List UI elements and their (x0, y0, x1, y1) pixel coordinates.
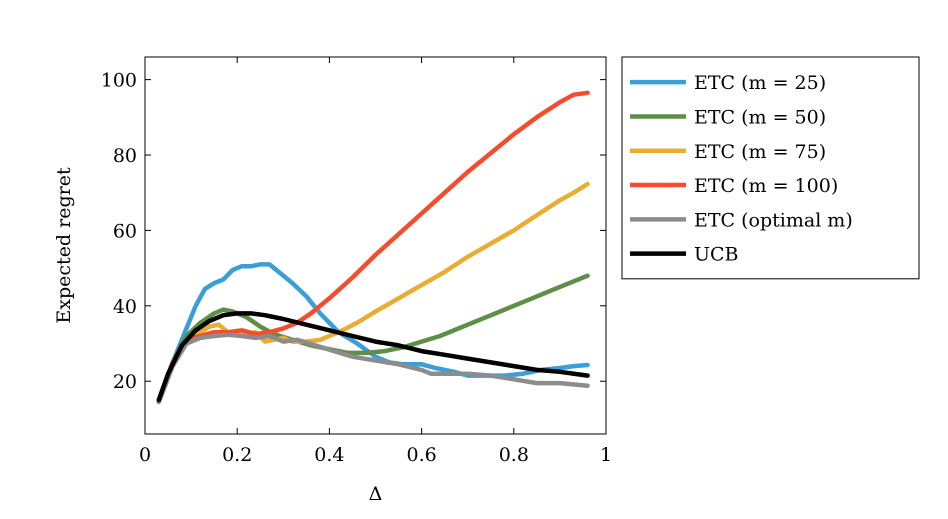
series-layer (156, 90, 590, 405)
legend-label-4: ETC (optimal m) (694, 209, 853, 231)
x-tick-label: 1 (600, 444, 612, 466)
x-axis-label: Δ (369, 483, 383, 505)
plot-frame (144, 56, 607, 435)
x-tick-label: 0.4 (314, 444, 344, 466)
legend: ETC (m = 25) ETC (m = 50) ETC (m = 75) ETC … (621, 56, 920, 280)
series-line-3 (156, 90, 590, 403)
y-tick-label: 40 (113, 296, 137, 318)
legend-entries: ETC (m = 25) ETC (m = 50) ETC (m = 75) ETC … (630, 72, 853, 266)
x-tick-label: 0.8 (499, 444, 529, 466)
y-ticks: 20 40 60 80 100 (101, 70, 606, 393)
legend-label-3: ETC (m = 100) (694, 175, 838, 197)
axes: 0 0.2 0.4 0.6 0.8 1 20 40 60 80 100 Δ Expected re… (53, 56, 612, 505)
x-tick-label: 0.2 (222, 444, 252, 466)
x-tick-label: 0.6 (406, 444, 436, 466)
y-tick-label: 60 (113, 220, 137, 242)
y-tick-label: 80 (113, 145, 137, 167)
legend-label-0: ETC (m = 25) (694, 72, 826, 94)
legend-label-1: ETC (m = 50) (694, 106, 826, 128)
y-axis-label: Expected regret (53, 167, 75, 324)
series-line-4 (156, 332, 590, 405)
series-line-1 (156, 273, 590, 403)
legend-label-5: UCB (694, 244, 739, 266)
y-tick-label: 100 (101, 70, 137, 92)
x-ticks: 0 0.2 0.4 0.6 0.8 1 (139, 57, 612, 466)
legend-frame (621, 56, 920, 280)
y-tick-label: 20 (113, 371, 137, 393)
legend-label-2: ETC (m = 75) (694, 141, 826, 163)
series-line-5 (156, 311, 590, 403)
x-tick-label: 0 (139, 444, 151, 466)
